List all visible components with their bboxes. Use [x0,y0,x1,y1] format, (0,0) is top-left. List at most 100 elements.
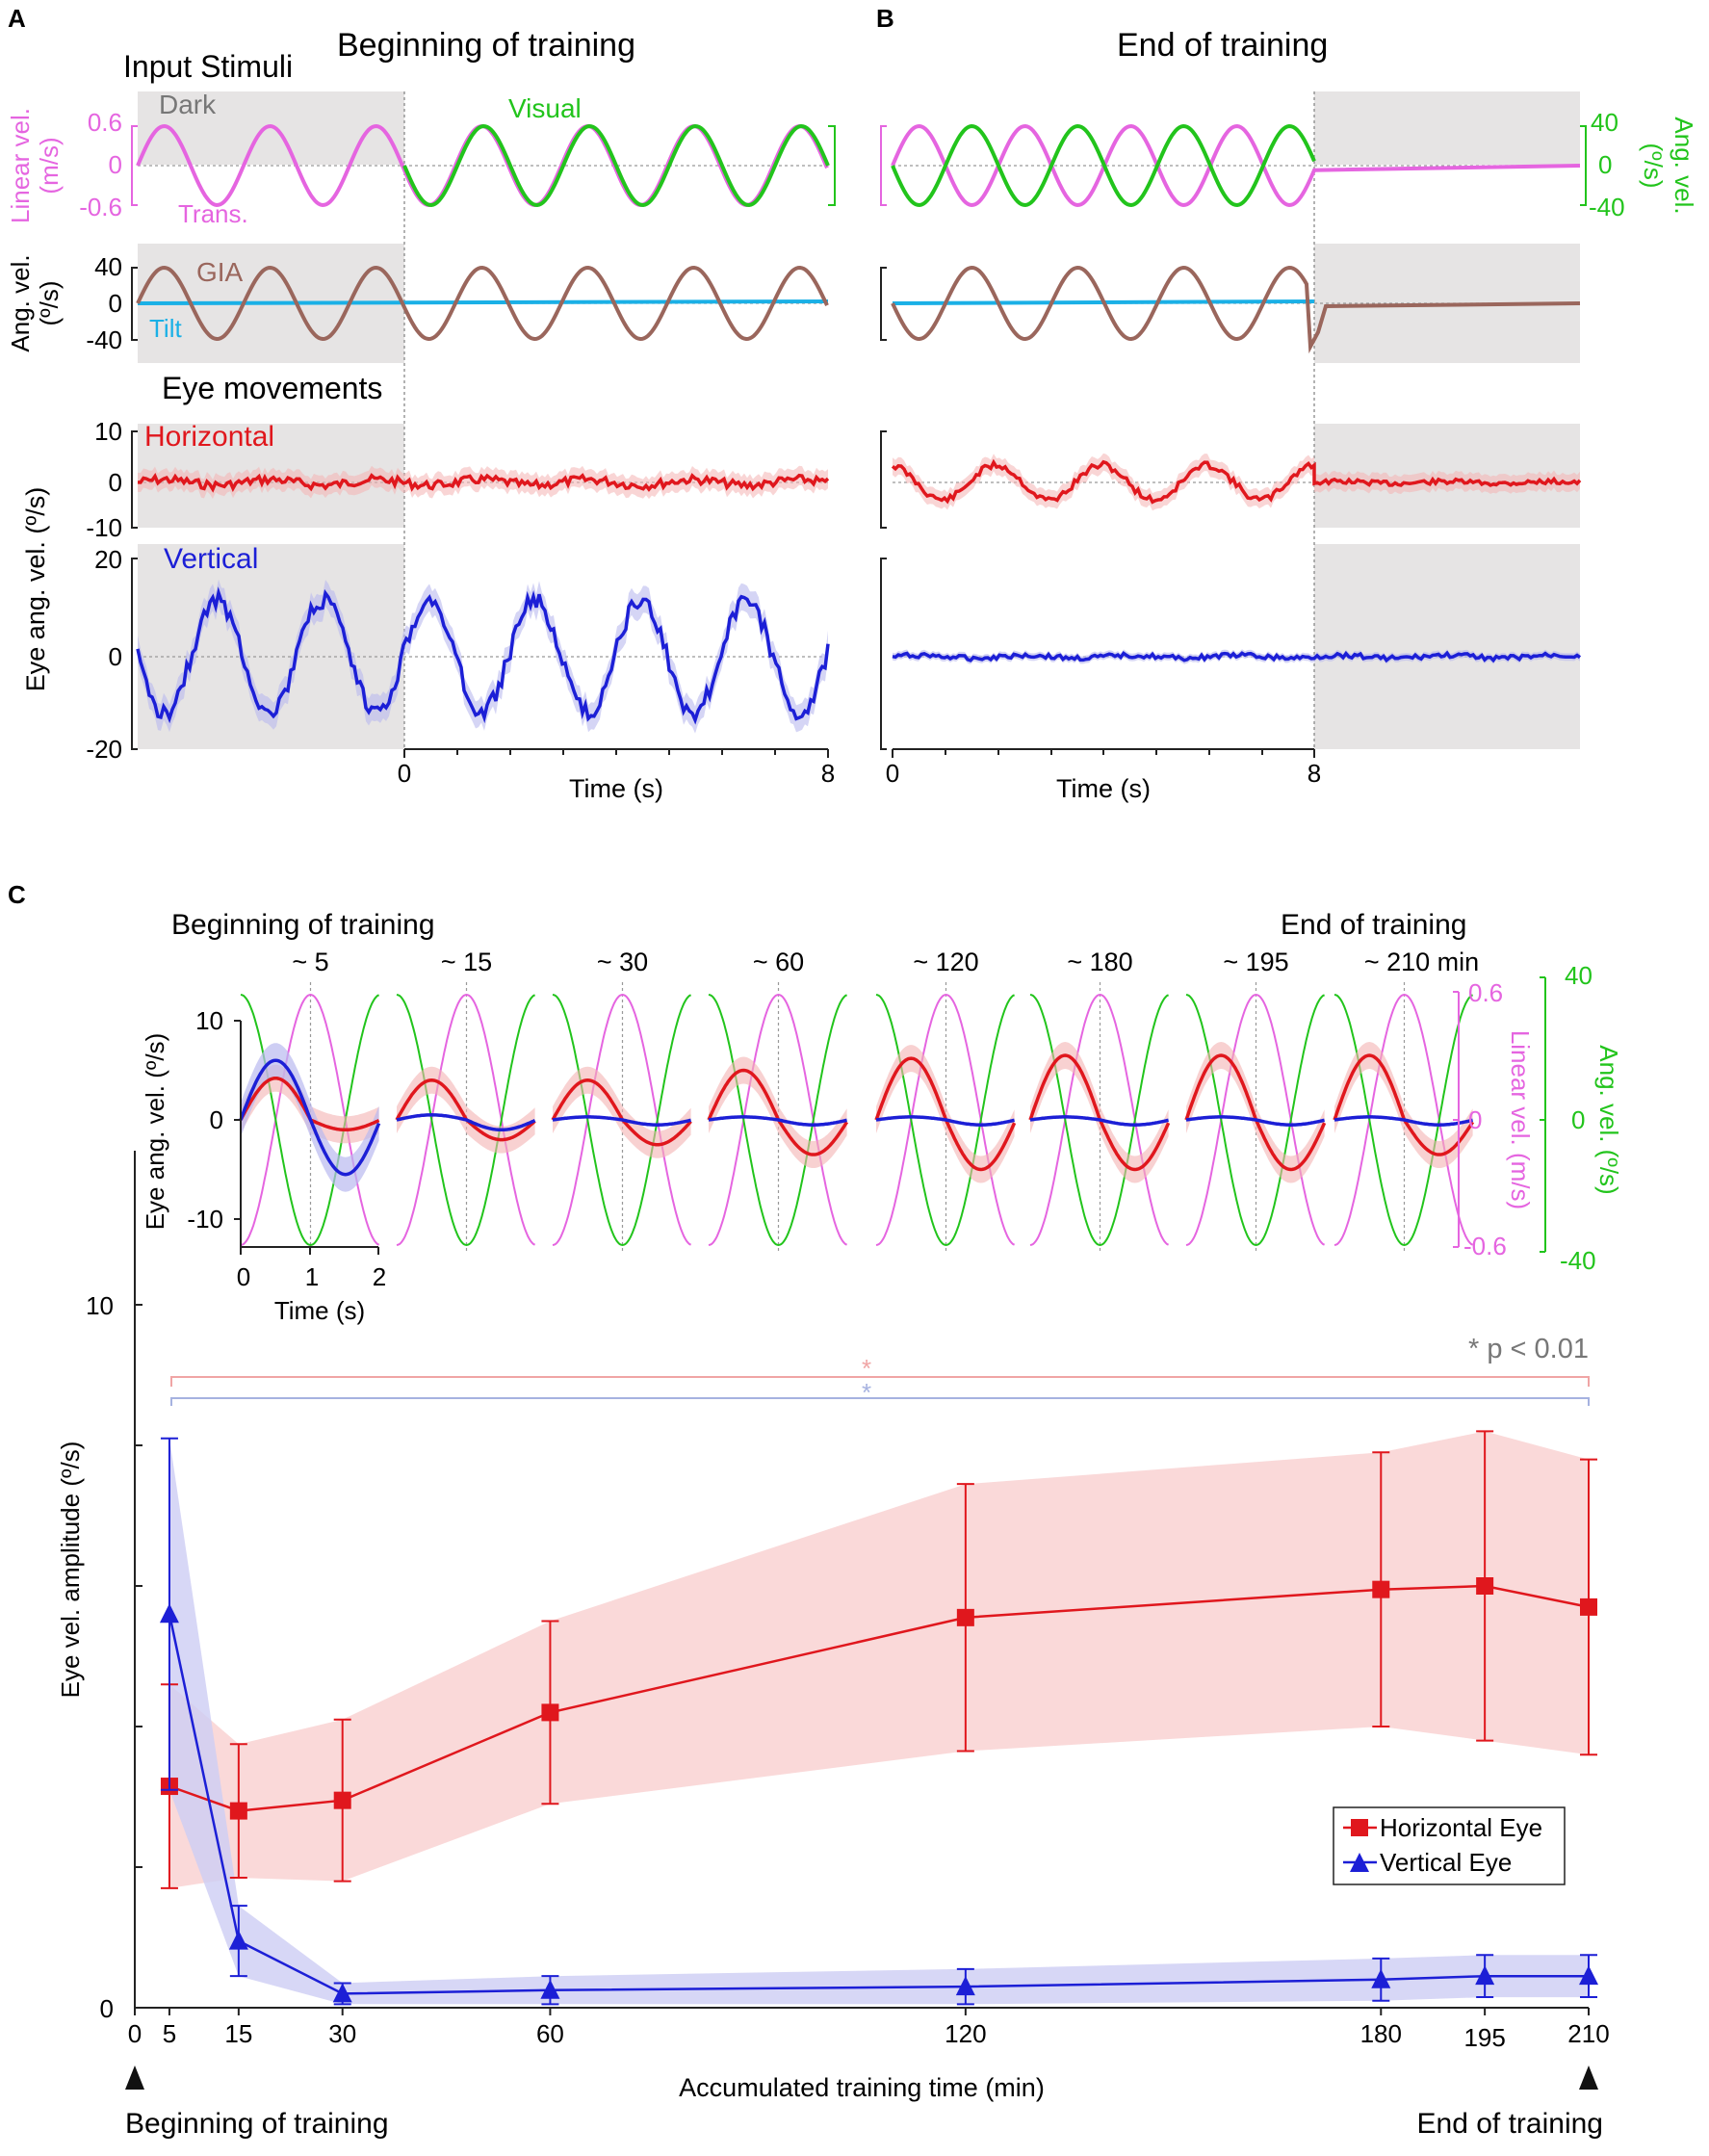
inset-h-trace [1028,1053,1171,1172]
trace-b-horizontal [891,458,1582,505]
inset-ang-top: 40 [1565,961,1592,990]
inset-visual-trace [396,994,536,1247]
inset-h-trace [874,1056,1017,1172]
c-line-vertical [168,1613,1589,1995]
axis-b-linear [880,125,887,206]
inset-time-label-1: ~ 5 [292,948,328,976]
tick-lin-top: 0.6 [88,108,122,137]
tick-lin-bottom: -0.6 [79,193,122,221]
inset-v-trace [552,1115,691,1127]
inset-time-label-2: ~ 15 [441,948,492,976]
c-point-vertical [1371,1968,1391,1988]
c-y-label: Eye vel. amplitude (º/s) [56,1442,85,1699]
inset-v-trace [396,1113,536,1132]
c-point-vertical [540,1979,560,1999]
label-trans: Trans. [178,199,248,228]
inset-v-trace [1185,1115,1325,1127]
inset-time-0: 0 [237,1262,250,1291]
c-y-ticklabel-10: 10 [86,1291,114,1320]
inset-h-band [241,1064,379,1144]
trace-a-visual [402,123,830,208]
tick-b-t8: 8 [1308,759,1321,788]
end-label: End of training [1417,2108,1603,2140]
inset-visual-trace [708,994,848,1247]
inset-plot-3: ~ 30 [551,948,692,1252]
inset-lin-bottom: -0.6 [1463,1232,1507,1260]
c-point-vertical [955,1976,975,1996]
time-label-a: Time (s) [569,774,663,803]
inset-title-end: End of training [1281,909,1466,941]
tick-lin-zero: 0 [109,150,122,179]
linear-vel-label: Linear vel. [6,108,35,223]
tick-h-zero: 0 [109,468,122,497]
legend-marker-vertical [1350,1853,1369,1872]
c-x-ticks: 0 5 15 30 60 120 180 195 210 [128,2008,1610,2052]
panel-a-letter: A [8,4,26,33]
inset-plot-5: ~ 120 [874,948,1017,1252]
trace-b-vertical [892,650,1582,663]
c-x-ticklabel-120: 120 [945,2019,986,2048]
inset-v-trace [1334,1115,1473,1127]
c-x-ticklabel-210: 210 [1567,2019,1609,2048]
inset-h-trace [1184,1053,1327,1172]
dark-bg-b4 [1314,544,1580,749]
axis-green-b [1580,125,1587,206]
inset-lin-top: 0.6 [1468,978,1503,1007]
inset-h-trace [1333,1053,1475,1156]
c-point-vertical [159,1603,179,1623]
c-x-ticklabel-0: 0 [128,2019,142,2048]
trace-a-horizontal [137,473,830,493]
inset-lin-label: Linear vel. (m/s) [1506,1030,1535,1209]
c-x-ticklabel-195: 195 [1463,2023,1505,2052]
label-horizontal: Horizontal [144,421,274,453]
sig-bracket-vertical [170,1397,1590,1406]
inset-h-band [553,1066,691,1158]
c-x-ticklabel-5: 5 [163,2019,176,2048]
inset-ang-bottom: -40 [1560,1246,1596,1275]
tick-ang-bottom: -40 [86,325,122,354]
inset-time-label: Time (s) [274,1296,365,1325]
inset-eye-axis [234,1020,379,1255]
c-y-ticks: 0 10 [86,1291,142,2023]
trace-a-vertical [136,586,830,725]
linear-vel-unit: (m/s) [35,137,64,194]
trace-b-visual [891,123,1316,208]
inset-time-label-3: ~ 30 [597,948,648,976]
c-point-vertical [228,1930,248,1950]
c-line-horizontal [168,1584,1590,1812]
inset-linear-trace [552,993,692,1246]
c-point-vertical [1579,1965,1598,1986]
inset-visual-trace [552,994,692,1247]
band-a-horizontal [138,465,828,500]
sig-text: * p < 0.01 [1468,1334,1589,1364]
c-point-horizontal [229,1802,247,1820]
inset-h-band [1030,1042,1169,1183]
c-point-vertical [332,1983,352,2003]
inset-h-band [397,1066,535,1154]
tick-v-top: 20 [94,545,122,574]
inset-linear-axis [1453,991,1460,1248]
c-band-horizontal [169,1431,1589,1888]
tick-a-t0: 0 [398,759,411,788]
inset-tick-0: 0 [210,1105,223,1134]
end-arrow-icon [1579,2065,1598,2090]
inset-plot-1: ~ 5 [239,948,381,1252]
panel-c-letter: C [8,880,26,909]
axis-green-a [828,125,836,206]
axis-a-eye [131,430,138,750]
inset-v-trace [1029,1115,1169,1127]
tick-ang-top: 40 [94,252,122,281]
inset-lin-zero: 0 [1468,1105,1482,1134]
inset-time-1: 1 [305,1262,319,1291]
panel-b-letter: B [876,4,894,33]
sig-star-vertical: * [862,1378,871,1407]
c-series [159,1430,1598,2006]
inset-v-trace [239,1058,381,1177]
axis-a-linear [131,125,138,206]
time-axis-a [403,748,829,758]
tick-b-t0: 0 [886,759,899,788]
inset-time-label-5: ~ 120 [913,948,978,976]
legend-marker-horizontal [1351,1819,1368,1836]
tick-b-ang-top: 40 [1591,108,1618,137]
